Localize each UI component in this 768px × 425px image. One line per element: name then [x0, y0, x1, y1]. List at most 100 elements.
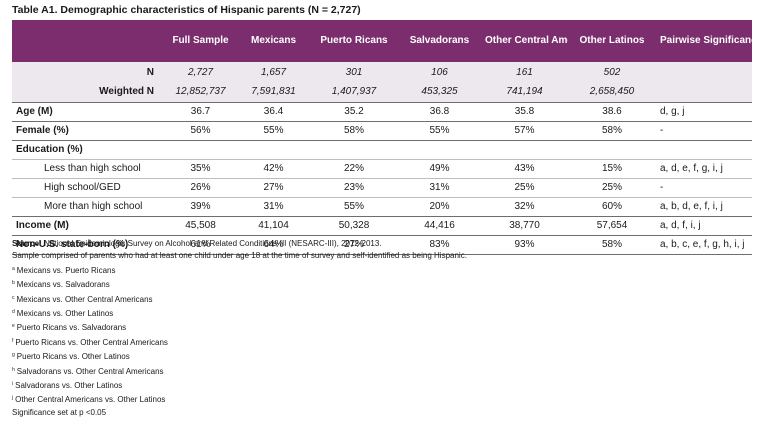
weighted-n-value: 12,852,737	[175, 86, 226, 98]
row-label: Less than high school	[12, 158, 164, 178]
footnote-mark: d	[12, 309, 15, 316]
cell-value: 23%	[310, 177, 398, 197]
cell-value: 55%	[310, 196, 398, 216]
footnote: d Mexicans vs. Other Latinos	[12, 306, 467, 320]
cell-significance: d, g, j	[656, 101, 752, 121]
cell-value: 38,770	[481, 215, 568, 235]
significance-note: Significance set at p <0.05	[12, 407, 107, 417]
footnote-text: Puerto Ricans vs. Other Central American…	[15, 337, 168, 347]
table-row-age: Age (M) 36.7 36.4 35.2 36.8 35.8 38.6 d,…	[12, 101, 752, 121]
footnote-mark: j	[12, 395, 14, 402]
weighted-n-blank	[656, 82, 752, 102]
n-value: 1,657	[260, 66, 287, 78]
footnote-mark: f	[12, 337, 14, 344]
cell-value: 27%	[237, 177, 310, 197]
cell-value: 55%	[398, 120, 481, 140]
cell-value	[481, 139, 568, 159]
row-label: More than high school	[12, 196, 164, 216]
weighted-n-value: 453,325	[421, 86, 458, 98]
weighted-n-row: Weighted N 12,852,737 7,591,831 1,407,93…	[12, 82, 752, 102]
footnote: h Salvadorans vs. Other Central Americans	[12, 364, 467, 378]
footnote-mark: h	[12, 366, 15, 373]
cell-value: 57,654	[568, 215, 656, 235]
cell-value: 20%	[398, 196, 481, 216]
cell-significance: a, d, e, f, g, i, j	[656, 158, 752, 178]
cell-value: 44,416	[398, 215, 481, 235]
cell-value: 50,328	[310, 215, 398, 235]
table-row-education: Education (%)	[12, 139, 752, 159]
cell-value: 45,508	[164, 215, 237, 235]
cell-value: 27%	[310, 234, 398, 255]
n-value: 161	[516, 66, 533, 78]
footnote-text: Mexicans vs. Other Latinos	[16, 309, 114, 319]
cell-value: 93%	[481, 234, 568, 255]
cell-value	[310, 139, 398, 159]
weighted-n-label: Weighted N	[99, 86, 154, 98]
footnote-mark: g	[12, 352, 15, 359]
header-salvadorans: Salvadorans	[398, 20, 481, 62]
cell-value	[237, 139, 310, 159]
header-full-sample: Full Sample	[164, 20, 237, 62]
weighted-n-value: 2,658,450	[589, 86, 635, 98]
n-row: N 2,727 1,657 301 106 161 502	[12, 62, 752, 82]
cell-value: 15%	[568, 158, 656, 178]
cell-value: 35.2	[310, 101, 398, 121]
cell-value: 31%	[398, 177, 481, 197]
footnote-mark: i	[12, 381, 14, 388]
cell-value: 26%	[164, 177, 237, 197]
footnote-text: Salvadorans vs. Other Central Americans	[16, 366, 164, 376]
cell-value: 31%	[237, 196, 310, 216]
row-label: Female (%)	[12, 120, 164, 140]
table-row-less-than-high-school: Less than high school 35% 42% 22% 49% 43…	[12, 158, 752, 178]
cell-significance: -	[656, 120, 752, 140]
cell-value: 58%	[310, 120, 398, 140]
footnote-text: Other Central Americans vs. Other Latino…	[15, 395, 166, 405]
row-label: High school/GED	[12, 177, 164, 197]
cell-value: 60%	[568, 196, 656, 216]
cell-value: 32%	[481, 196, 568, 216]
cell-value: 43%	[481, 158, 568, 178]
cell-value: 41,104	[237, 215, 310, 235]
cell-value: 58%	[568, 120, 656, 140]
cell-value: 25%	[568, 177, 656, 197]
cell-value: 49%	[398, 158, 481, 178]
footnote: j Other Central Americans vs. Other Latin…	[12, 392, 467, 406]
footnote-text: Mexicans vs. Puerto Ricans	[16, 265, 116, 275]
cell-value: 42%	[237, 158, 310, 178]
cell-value: 83%	[398, 234, 481, 255]
cell-value	[398, 139, 481, 159]
footnote-mark: b	[12, 280, 15, 287]
cell-value: 25%	[481, 177, 568, 197]
n-blank	[656, 62, 752, 82]
cell-value: 56%	[164, 120, 237, 140]
footnote-text: Mexicans vs. Other Central Americans	[16, 294, 153, 304]
footnote-text: Mexicans vs. Salvadorans	[16, 280, 110, 290]
n-value: 502	[603, 66, 621, 78]
footnote-mark: e	[12, 323, 15, 330]
header-puerto-ricans: Puerto Ricans	[310, 20, 398, 62]
footnote: c Mexicans vs. Other Central Americans	[12, 292, 467, 306]
cell-significance: a, b, c, e, f, g, h, i, j	[656, 234, 752, 255]
table-title: Table A1. Demographic characteristics of…	[12, 4, 361, 16]
cell-significance	[656, 139, 752, 159]
n-value: 106	[431, 66, 448, 78]
table-row-non-us-state-born: Non-U.S. state-born (%) 61% 64% 27% 83% …	[12, 234, 752, 255]
footnote-text: Puerto Ricans vs. Other Latinos	[16, 352, 130, 362]
header-other-latinos: Other Latinos	[568, 20, 656, 62]
table-notes: Source: National Epidemiologic Survey on…	[12, 238, 467, 419]
table-row-more-than-high-school: More than high school 39% 31% 55% 20% 32…	[12, 196, 752, 216]
cell-significance: a, b, d, e, f, i, j	[656, 196, 752, 216]
footnote-text: Puerto Ricans vs. Salvadorans	[16, 323, 127, 333]
table-row-female: Female (%) 56% 55% 58% 55% 57% 58% -	[12, 120, 752, 140]
source-note: Source: National Epidemiologic Survey on…	[12, 238, 467, 250]
footnote: b Mexicans vs. Salvadorans	[12, 277, 467, 291]
header-other-central-americans: Other Central Americans	[481, 20, 568, 62]
cell-value: 36.7	[164, 101, 237, 121]
sample-note: Sample comprised of parents who had at l…	[12, 251, 467, 261]
n-value: 301	[345, 66, 363, 78]
cell-value	[568, 139, 656, 159]
cell-value: 36.4	[237, 101, 310, 121]
header-pairwise-significance: Pairwise Significance	[656, 20, 752, 62]
footnote: i Salvadorans vs. Other Latinos	[12, 378, 467, 392]
